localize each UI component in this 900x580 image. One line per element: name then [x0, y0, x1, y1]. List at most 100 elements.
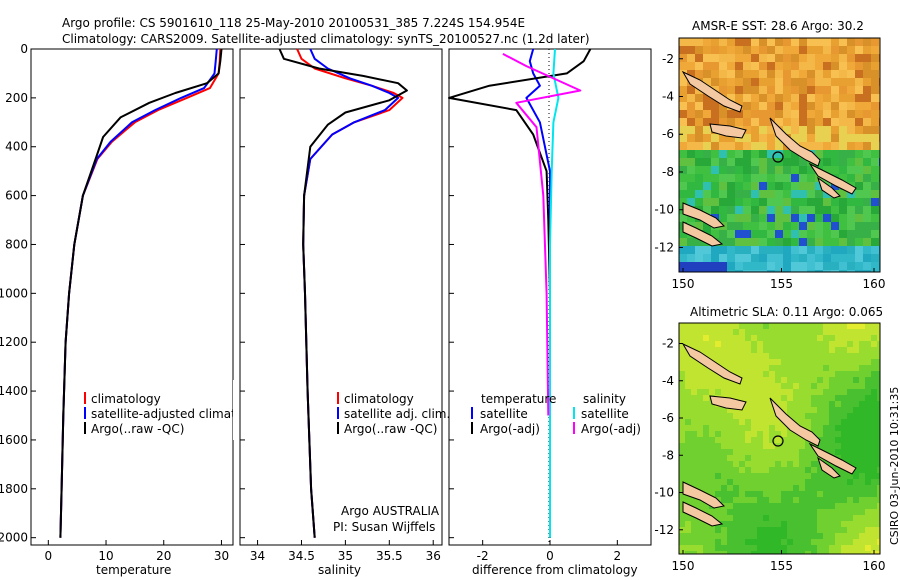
x-tick-label: 35: [338, 549, 353, 563]
map-cell: [745, 323, 752, 330]
map-cell: [763, 437, 770, 444]
map-cell: [799, 341, 806, 348]
map-cell: [859, 473, 866, 480]
map-cell: [721, 551, 728, 555]
map-cell: [787, 389, 794, 396]
map-cell: [783, 190, 792, 199]
map-cell: [687, 166, 696, 175]
map-cell: [775, 78, 784, 87]
map-cell: [679, 329, 686, 336]
map-cell: [703, 419, 710, 426]
map-cell: [695, 110, 704, 119]
map-cell: [853, 503, 860, 510]
map-cell: [743, 270, 752, 273]
map-cell: [759, 206, 768, 215]
map-cell: [805, 365, 812, 372]
map-cell: [711, 46, 720, 55]
map-cell: [735, 142, 744, 151]
map-cell: [871, 174, 880, 183]
map-cell: [863, 94, 872, 103]
map-cell: [863, 110, 872, 119]
map-cell: [871, 485, 878, 492]
map-cell: [853, 359, 860, 366]
map-cell: [703, 347, 710, 354]
map-cell: [823, 246, 832, 255]
map-cell: [767, 134, 776, 143]
map-cell: [743, 94, 752, 103]
map-cell: [695, 54, 704, 63]
map-cell: [719, 118, 728, 127]
map-cell: [855, 262, 864, 271]
map-cell: [781, 503, 788, 510]
map-cell: [815, 134, 824, 143]
map-cell: [829, 539, 836, 546]
map-cell: [735, 246, 744, 255]
map-cell: [847, 551, 854, 555]
map-cell: [743, 190, 752, 199]
map-cell: [839, 38, 848, 47]
map-cell: [775, 86, 784, 95]
map-cell: [817, 377, 824, 384]
map-cell: [791, 54, 800, 63]
map-cell: [757, 455, 764, 462]
map-cell: [697, 371, 704, 378]
map-cell: [763, 455, 770, 462]
map-cell: [719, 158, 728, 167]
map-cell: [745, 341, 752, 348]
map-cell: [751, 491, 758, 498]
map-cell: [841, 485, 848, 492]
map-cell: [877, 359, 881, 366]
map-cell: [695, 222, 704, 231]
map-cell: [871, 467, 878, 474]
header-line-1: Argo profile: CS 5901610_118 25-May-2010…: [62, 16, 525, 30]
map-cell: [823, 126, 832, 135]
map-cell: [745, 449, 752, 456]
map-cell: [839, 110, 848, 119]
map-cell: [781, 431, 788, 438]
map-cell: [751, 329, 758, 336]
map-cell: [781, 377, 788, 384]
map-cell: [855, 94, 864, 103]
map-cell: [721, 533, 728, 540]
map-cell: [709, 455, 716, 462]
map-cell: [735, 110, 744, 119]
map-cell: [727, 238, 736, 247]
map-cell: [775, 70, 784, 79]
map-cell: [811, 401, 818, 408]
map-cell: [691, 515, 698, 522]
map-cell: [727, 174, 736, 183]
map-cell: [769, 383, 776, 390]
map-cell: [853, 407, 860, 414]
map-cell: [871, 443, 878, 450]
map-cell: [691, 395, 698, 402]
map-cell: [679, 198, 688, 207]
map-cell: [679, 174, 688, 183]
map-cell: [775, 485, 782, 492]
map-cell: [751, 401, 758, 408]
map-cell: [799, 134, 808, 143]
map-cell: [679, 38, 688, 47]
map-cell: [787, 347, 794, 354]
map-cell: [859, 497, 866, 504]
map-cell: [841, 341, 848, 348]
map-cell: [847, 437, 854, 444]
map-cell: [703, 54, 712, 63]
map-cell: [751, 473, 758, 480]
map-cell: [855, 126, 864, 135]
map-cell: [721, 485, 728, 492]
map-cell: [783, 150, 792, 159]
map-cell: [829, 341, 836, 348]
y-tick-label: 1600: [0, 433, 28, 447]
map-cell: [841, 389, 848, 396]
map-cell: [841, 329, 848, 336]
map-cell: [697, 365, 704, 372]
map-cell: [743, 134, 752, 143]
map-cell: [811, 521, 818, 528]
map-cell: [679, 182, 688, 191]
map-cell: [735, 70, 744, 79]
map-cell: [743, 38, 752, 47]
map-cell: [841, 497, 848, 504]
map-cell: [715, 485, 722, 492]
map-cell: [757, 533, 764, 540]
map-cell: [841, 545, 848, 552]
